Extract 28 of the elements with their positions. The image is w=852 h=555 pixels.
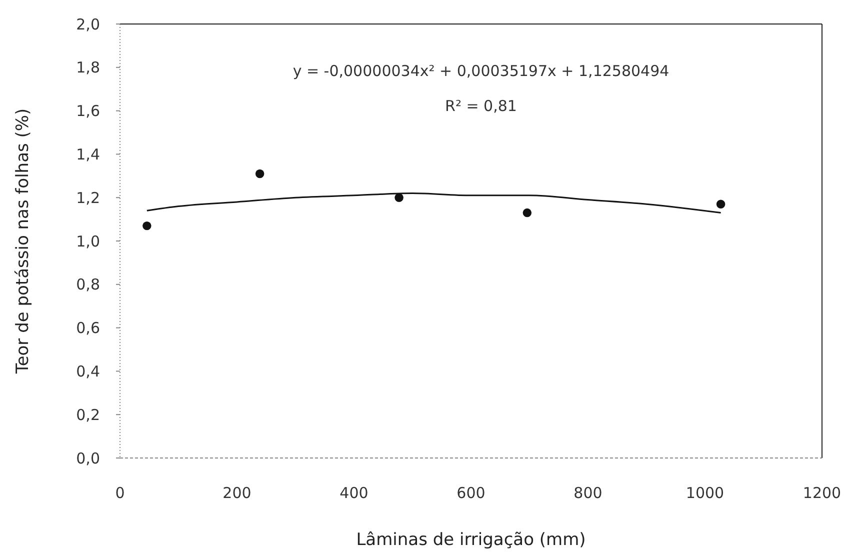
point xyxy=(394,193,404,202)
x-tick-label: 200 xyxy=(222,484,252,502)
point xyxy=(716,200,726,208)
y-tick-label: 0,2 xyxy=(76,406,100,424)
y-tick-label: 1,0 xyxy=(76,232,100,250)
annotation: y = -0,00000034x² + 0,00035197x + 1,12580494 xyxy=(292,62,670,80)
annotation: R² = 0,81 xyxy=(445,97,517,115)
y-tick-label: 1,6 xyxy=(76,102,100,120)
y-tick-label: 0,6 xyxy=(76,319,100,338)
y-tick-label: 0,8 xyxy=(76,276,100,294)
y-tick-label: 2,0 xyxy=(76,15,100,34)
y-tick-label: 1,2 xyxy=(76,188,100,207)
point xyxy=(522,208,532,218)
y-tick-label: 1,4 xyxy=(76,145,100,164)
y-tick-label: 1,8 xyxy=(76,58,100,77)
y-tick-label: 0,0 xyxy=(76,449,100,468)
x-tick-label: 1000 xyxy=(686,484,724,502)
x-tick-label: 400 xyxy=(340,484,368,502)
x-axis-title: Lâminas de irrigação (mm) xyxy=(356,530,586,550)
point xyxy=(142,221,152,230)
line-series xyxy=(146,192,722,214)
y-axis-title: Teor de potássio nas folhas (%) xyxy=(13,108,33,375)
x-tick-label: 800 xyxy=(574,484,602,502)
x-tick-label: 0 xyxy=(115,484,125,502)
point xyxy=(255,169,264,178)
y-tick-label: 0,4 xyxy=(76,362,100,380)
x-tick-label: 1200 xyxy=(802,484,842,502)
x-tick-label: 600 xyxy=(456,484,486,502)
